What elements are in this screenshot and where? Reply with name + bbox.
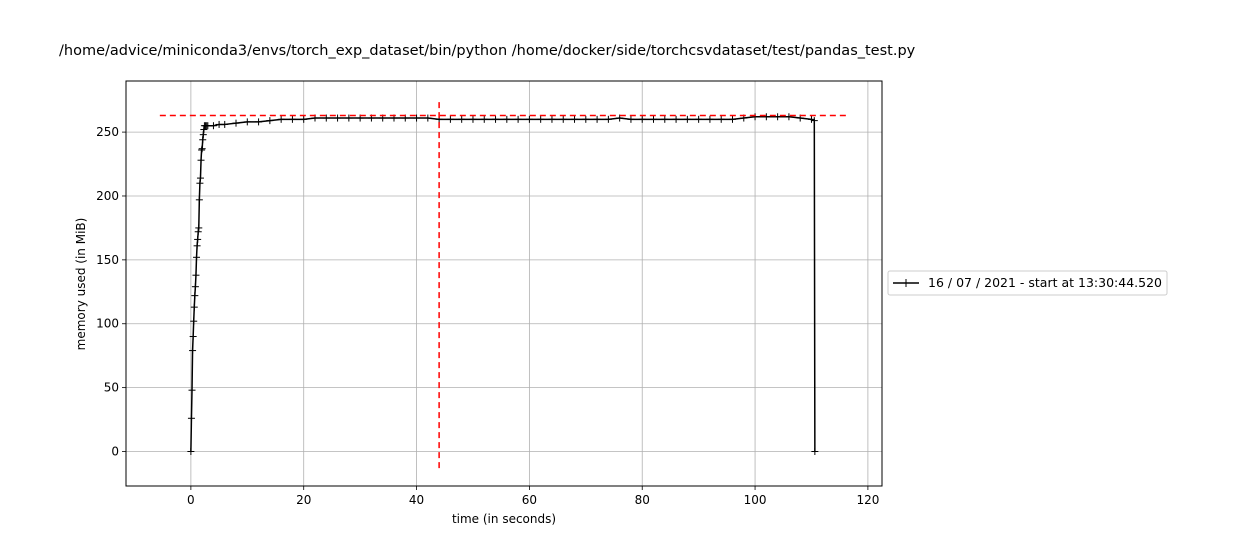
data-point [661, 115, 669, 123]
data-point [424, 114, 432, 122]
data-point [446, 115, 454, 123]
data-point [413, 114, 421, 122]
legend: 16 / 07 / 2021 - start at 13:30:44.520 [887, 270, 1168, 296]
data-point [193, 253, 201, 261]
data-point [266, 117, 274, 125]
y-axis-ticks: 0 50 100 150 200 250 [96, 125, 126, 459]
data-point [593, 115, 601, 123]
plot-area-frame [125, 80, 883, 487]
data-point [683, 115, 691, 123]
data-point [191, 292, 199, 300]
data-point [751, 113, 759, 121]
data-point [195, 196, 203, 204]
data-point [322, 114, 330, 122]
data-point [199, 131, 207, 139]
data-point [288, 115, 296, 123]
data-point [559, 115, 567, 123]
data-point [492, 115, 500, 123]
data-point [774, 113, 782, 121]
data-point [810, 117, 818, 125]
data-point [728, 115, 736, 123]
data-point [188, 386, 196, 394]
data-point [638, 115, 646, 123]
x-tick-label: 120 [856, 493, 879, 507]
y-axis-label: memory used (in MiB) [74, 218, 88, 351]
x-axis-ticks: 0 20 40 60 80 100 120 [187, 486, 879, 507]
data-point [255, 118, 263, 126]
data-point [243, 118, 251, 126]
data-point [334, 114, 342, 122]
series-line [190, 116, 816, 452]
data-point [458, 115, 466, 123]
data-point [221, 120, 229, 128]
data-point [196, 174, 204, 182]
data-point [300, 115, 308, 123]
data-point [548, 115, 556, 123]
y-tick-label: 100 [96, 317, 119, 331]
data-point [785, 113, 793, 121]
data-point [192, 271, 200, 279]
data-point [672, 115, 680, 123]
data-point [190, 317, 198, 325]
data-point [717, 115, 725, 123]
legend-entry-label: 16 / 07 / 2021 - start at 13:30:44.520 [928, 275, 1162, 290]
data-point [480, 115, 488, 123]
data-point [345, 114, 353, 122]
data-point [200, 126, 208, 134]
y-tick-label: 50 [104, 381, 119, 395]
series-markers [187, 113, 819, 456]
x-tick-label: 0 [187, 493, 195, 507]
y-tick-label: 150 [96, 253, 119, 267]
data-point [616, 114, 624, 122]
data-point [537, 115, 545, 123]
series-layer [187, 113, 819, 456]
x-tick-label: 40 [409, 493, 424, 507]
data-point [187, 414, 195, 422]
y-tick-label: 250 [96, 125, 119, 139]
data-point [525, 115, 533, 123]
y-tick-label: 0 [111, 445, 119, 459]
data-point [277, 115, 285, 123]
data-point [695, 115, 703, 123]
data-point [604, 115, 612, 123]
data-point [762, 113, 770, 121]
data-point [571, 115, 579, 123]
x-tick-label: 80 [635, 493, 650, 507]
legend-marker-icon [902, 279, 910, 287]
data-point [194, 228, 202, 236]
data-point [197, 156, 205, 164]
data-point [199, 136, 207, 144]
x-tick-label: 100 [744, 493, 767, 507]
data-point [209, 122, 217, 130]
data-point [198, 146, 206, 154]
data-point [627, 115, 635, 123]
data-point [189, 333, 197, 341]
data-point [582, 115, 590, 123]
data-point [189, 347, 197, 355]
data-point [503, 115, 511, 123]
data-point [650, 115, 658, 123]
data-point [232, 119, 240, 127]
data-point [195, 224, 203, 232]
data-point [514, 115, 522, 123]
data-point [187, 448, 195, 456]
x-axis-label: time (in seconds) [452, 512, 556, 526]
data-point [706, 115, 714, 123]
x-tick-label: 20 [296, 493, 311, 507]
data-point [811, 448, 819, 456]
y-tick-label: 200 [96, 189, 119, 203]
data-point [193, 242, 201, 250]
data-point [194, 235, 202, 243]
data-point [469, 115, 477, 123]
grid [126, 81, 882, 486]
data-point [190, 303, 198, 311]
data-point [196, 179, 204, 187]
data-point [191, 283, 199, 291]
data-point [198, 145, 206, 153]
x-tick-label: 60 [522, 493, 537, 507]
chart-title: /home/advice/miniconda3/envs/torch_exp_d… [59, 43, 916, 59]
legend-frame [887, 270, 1168, 296]
